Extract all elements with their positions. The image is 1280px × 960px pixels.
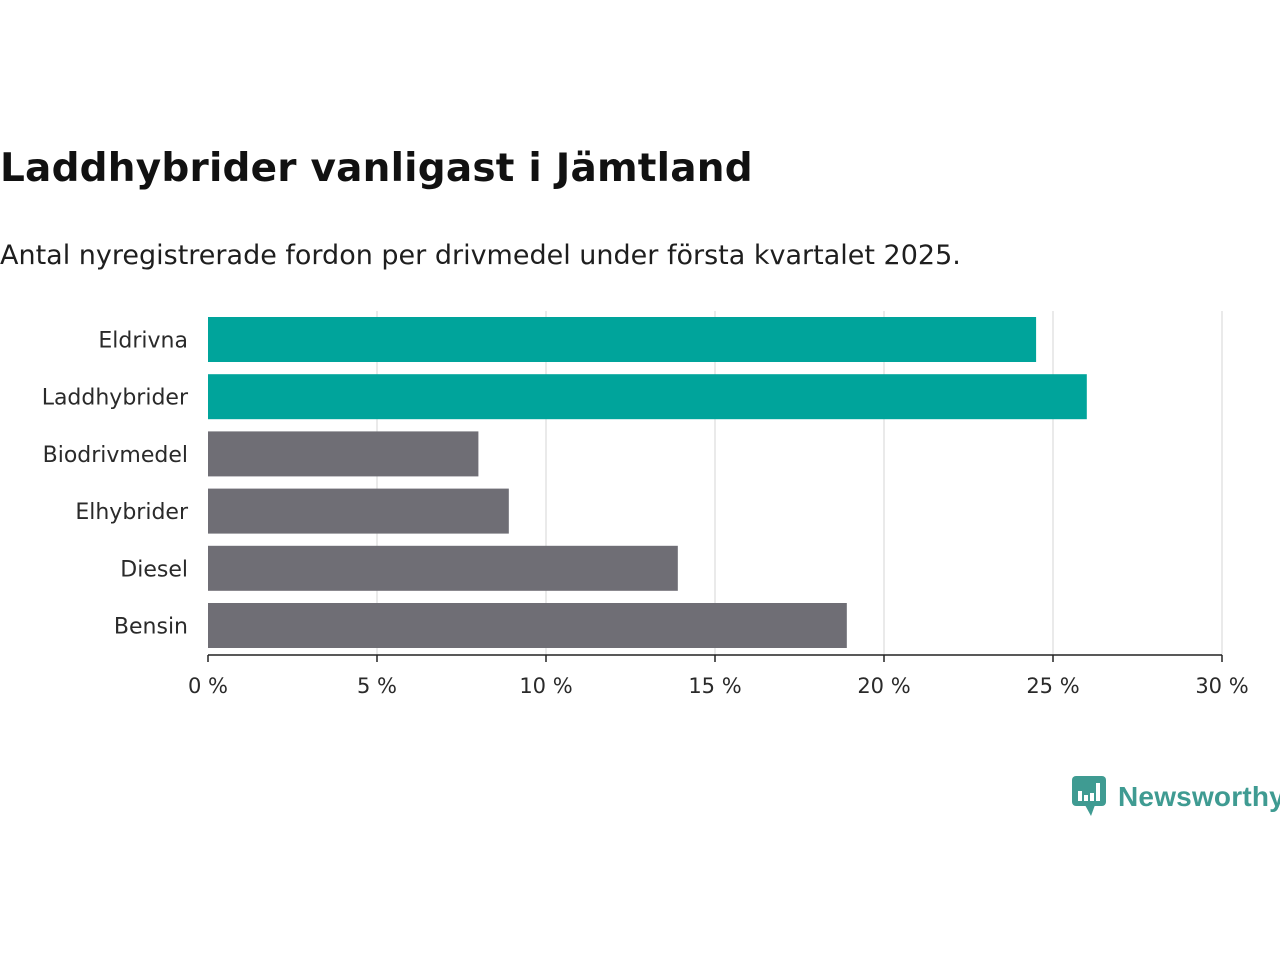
bar-chart: 0 % 5 % 10 % 15 % 20 % 25 % 30 % Eldrivna Laddh… (42, 311, 1249, 698)
bar-elhybrider (208, 488, 509, 534)
x-tick-label: 30 % (1195, 674, 1248, 698)
category-label: Elhybrider (75, 500, 189, 525)
category-label: Bensin (114, 615, 188, 640)
x-tick-label: 5 % (357, 674, 397, 698)
category-label: Laddhybrider (42, 386, 189, 411)
x-axis: 0 % 5 % 10 % 15 % 20 % 25 % 30 % (188, 654, 1249, 698)
category-label: Eldrivna (98, 329, 188, 354)
category-labels: Eldrivna Laddhybrider Biodrivmedel Elhybrid… (42, 329, 189, 640)
x-tick-label: 25 % (1026, 674, 1079, 698)
bar-chart-speech-bubble-icon (1072, 776, 1106, 816)
chart-subtitle: Antal nyregistrerade fordon per drivmede… (0, 240, 961, 271)
x-tick-label: 15 % (688, 674, 741, 698)
bars (208, 317, 1087, 648)
category-label: Biodrivmedel (43, 443, 188, 468)
x-tick-label: 20 % (857, 674, 910, 698)
x-tick-label: 0 % (188, 674, 228, 698)
category-label: Diesel (120, 557, 188, 582)
bar-eldrivna (208, 317, 1037, 362)
x-tick-label: 10 % (519, 674, 572, 698)
chart-title: Laddhybrider vanligast i Jämtland (0, 146, 753, 191)
gridlines (376, 311, 1223, 655)
bar-biodrivmedel (208, 431, 479, 477)
newsworthy-logo: Newsworthy (1072, 776, 1280, 818)
bar-bensin (208, 603, 847, 648)
bar-diesel (208, 545, 678, 591)
brand-name: Newsworthy (1118, 781, 1280, 812)
bar-laddhybrider (208, 374, 1087, 420)
